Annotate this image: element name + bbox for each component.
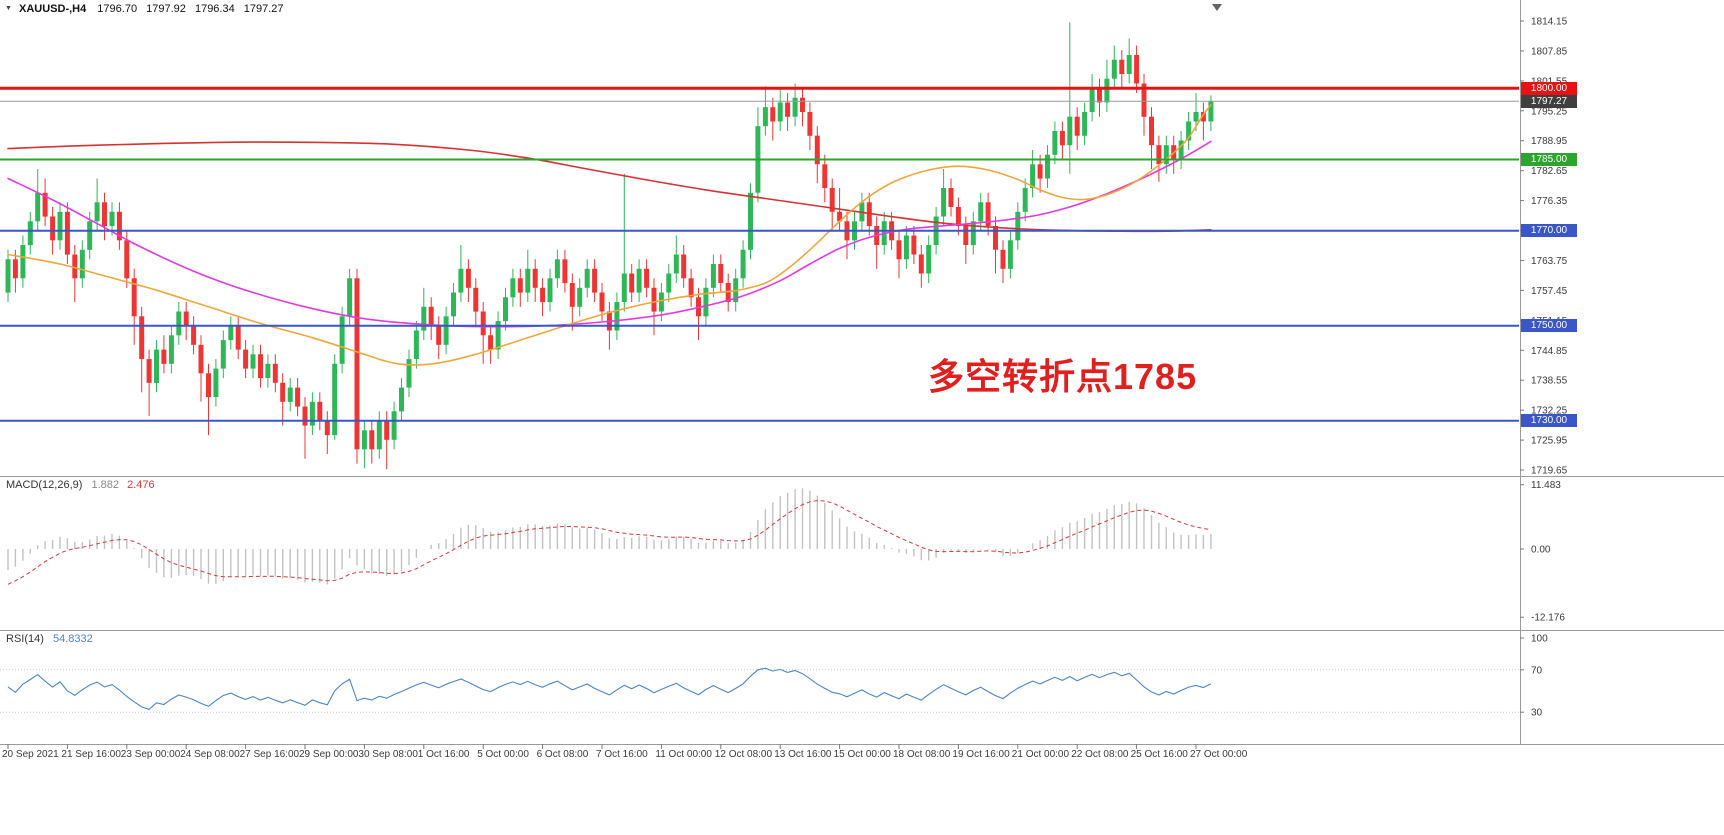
svg-text:21 Sep 16:00: 21 Sep 16:00 — [61, 749, 121, 760]
symbol-timeframe-label: XAUUSD-,H4 — [19, 3, 87, 15]
svg-text:21 Oct 00:00: 21 Oct 00:00 — [1012, 749, 1070, 760]
svg-text:70: 70 — [1531, 665, 1543, 676]
svg-text:15 Oct 00:00: 15 Oct 00:00 — [834, 749, 892, 760]
rsi-indicator-label: RSI(14) 54.8332 — [6, 633, 93, 645]
macd-axis-labels: 11.483 0.00 -12.176 — [1520, 480, 1565, 624]
macd-histogram — [7, 488, 1212, 585]
svg-text:1719.65: 1719.65 — [1531, 466, 1568, 477]
svg-text:11 Oct 00:00: 11 Oct 00:00 — [655, 749, 712, 760]
svg-text:22 Oct 08:00: 22 Oct 08:00 — [1071, 749, 1129, 760]
rsi-name: RSI(14) — [6, 633, 44, 645]
svg-text:24 Sep 08:00: 24 Sep 08:00 — [180, 749, 240, 760]
chart-annotation-text: 多空转折点1785 — [928, 356, 1198, 397]
svg-text:1776.35: 1776.35 — [1531, 196, 1568, 207]
low-value: 1796.34 — [194, 3, 235, 15]
macd-main-value: 1.882 — [91, 479, 120, 491]
svg-text:12 Oct 08:00: 12 Oct 08:00 — [715, 749, 773, 760]
price-tag-1730.00[interactable]: 1730.00 — [1521, 414, 1577, 428]
svg-text:1763.75: 1763.75 — [1531, 256, 1568, 267]
open-value: 1796.70 — [97, 3, 138, 15]
svg-text:1814.15: 1814.15 — [1531, 17, 1568, 28]
rsi-line — [7, 667, 1212, 711]
svg-text:1807.85: 1807.85 — [1531, 46, 1568, 57]
candles-layer — [5, 22, 1214, 470]
svg-text:1795.25: 1795.25 — [1531, 106, 1568, 117]
high-value: 1797.92 — [146, 3, 186, 15]
macd-name: MACD(12,26,9) — [6, 479, 83, 491]
svg-text:1788.95: 1788.95 — [1531, 136, 1568, 147]
ma-orange-line — [7, 104, 1212, 366]
svg-text:20 Sep 2021: 20 Sep 2021 — [2, 749, 59, 760]
svg-text:29 Sep 00:00: 29 Sep 00:00 — [299, 749, 359, 760]
svg-text:100: 100 — [1531, 634, 1548, 645]
price-tag-1800.00[interactable]: 1800.00 — [1521, 81, 1577, 95]
panel-borders — [0, 0, 1724, 745]
close-value: 1797.27 — [243, 3, 284, 15]
svg-text:25 Oct 16:00: 25 Oct 16:00 — [1131, 749, 1189, 760]
svg-text:1732.25: 1732.25 — [1531, 406, 1568, 417]
price-tag-1750.00[interactable]: 1750.00 — [1521, 319, 1577, 333]
svg-text:11.483: 11.483 — [1531, 480, 1561, 491]
price-tag-1785.00[interactable]: 1785.00 — [1521, 153, 1577, 166]
macd-signal-line — [7, 500, 1211, 585]
svg-text:1744.85: 1744.85 — [1531, 346, 1568, 357]
svg-text:13 Oct 16:00: 13 Oct 16:00 — [774, 749, 832, 760]
svg-text:1 Oct 16:00: 1 Oct 16:00 — [418, 749, 470, 760]
svg-text:18 Oct 08:00: 18 Oct 08:00 — [893, 749, 951, 760]
symbol-ohlc-header: ▼ XAUUSD-,H4 1796.70 1797.92 1796.34 179… — [5, 3, 290, 15]
svg-text:1738.55: 1738.55 — [1531, 376, 1568, 387]
svg-text:5 Oct 00:00: 5 Oct 00:00 — [477, 749, 529, 760]
svg-text:27 Oct 00:00: 27 Oct 00:00 — [1190, 749, 1248, 760]
rsi-value: 54.8332 — [52, 633, 93, 645]
rsi-axis-labels: 100 70 30 — [1520, 634, 1548, 719]
price-tag-1797.27: 1797.27 — [1521, 94, 1577, 108]
svg-text:1725.95: 1725.95 — [1531, 436, 1568, 447]
svg-text:23 Sep 00:00: 23 Sep 00:00 — [121, 749, 181, 760]
svg-text:19 Oct 16:00: 19 Oct 16:00 — [952, 749, 1010, 760]
price-tag-1770.00[interactable]: 1770.00 — [1521, 224, 1577, 238]
macd-signal-value: 2.476 — [127, 479, 155, 491]
macd-indicator-label: MACD(12,26,9) 1.882 2.476 — [6, 479, 155, 491]
svg-text:1782.65: 1782.65 — [1531, 166, 1568, 177]
chart-shift-marker-icon[interactable] — [1212, 4, 1222, 11]
svg-text:27 Sep 16:00: 27 Sep 16:00 — [240, 749, 300, 760]
symbol-dropdown-icon[interactable]: ▼ — [5, 5, 12, 12]
svg-text:7 Oct 16:00: 7 Oct 16:00 — [596, 749, 648, 760]
time-axis-labels[interactable]: 20 Sep 2021 21 Sep 16:00 23 Sep 00:00 24 Se… — [2, 744, 1248, 760]
svg-text:30 Sep 08:00: 30 Sep 08:00 — [358, 749, 418, 760]
svg-text:30: 30 — [1531, 708, 1543, 719]
svg-text:1757.45: 1757.45 — [1531, 286, 1568, 297]
svg-text:0.00: 0.00 — [1531, 545, 1551, 556]
svg-text:6 Oct 08:00: 6 Oct 08:00 — [537, 749, 589, 760]
ma-magenta-line — [7, 140, 1212, 328]
svg-text:-12.176: -12.176 — [1531, 613, 1565, 624]
